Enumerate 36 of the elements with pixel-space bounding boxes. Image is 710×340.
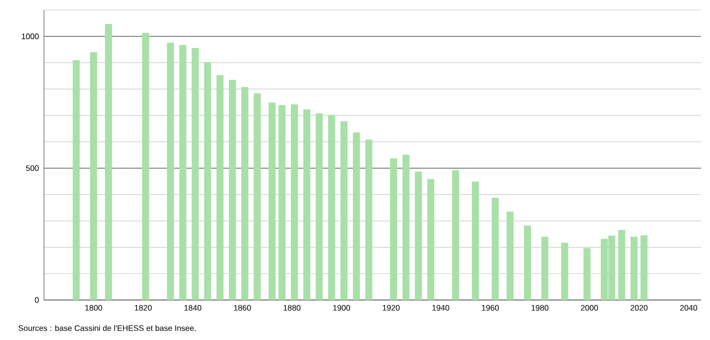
bar <box>268 102 276 300</box>
bar <box>142 32 150 300</box>
bar <box>316 113 323 300</box>
bar <box>104 24 112 300</box>
bar <box>166 42 174 300</box>
bar <box>427 178 434 300</box>
bar <box>452 170 460 300</box>
bar <box>541 236 548 300</box>
bar <box>216 75 224 300</box>
bar <box>204 62 212 300</box>
bar <box>402 154 410 300</box>
bar <box>524 226 531 300</box>
bar <box>583 248 590 300</box>
bar <box>303 109 310 300</box>
bar <box>492 198 499 300</box>
bar <box>328 114 336 300</box>
bar <box>72 60 80 300</box>
bar <box>506 212 514 300</box>
bar <box>278 105 286 300</box>
bar <box>241 86 248 300</box>
bar <box>414 172 422 300</box>
bar <box>254 93 261 300</box>
bar <box>365 139 372 300</box>
bar <box>90 52 98 300</box>
bar <box>618 230 626 300</box>
bar <box>472 182 479 300</box>
bar <box>352 132 360 300</box>
bar <box>228 80 236 300</box>
bar <box>179 45 186 300</box>
bar <box>561 242 568 300</box>
bar <box>640 235 648 300</box>
bar <box>390 158 398 300</box>
bar <box>630 236 638 300</box>
bar <box>290 104 298 300</box>
bar <box>192 48 199 300</box>
bar <box>340 121 348 300</box>
